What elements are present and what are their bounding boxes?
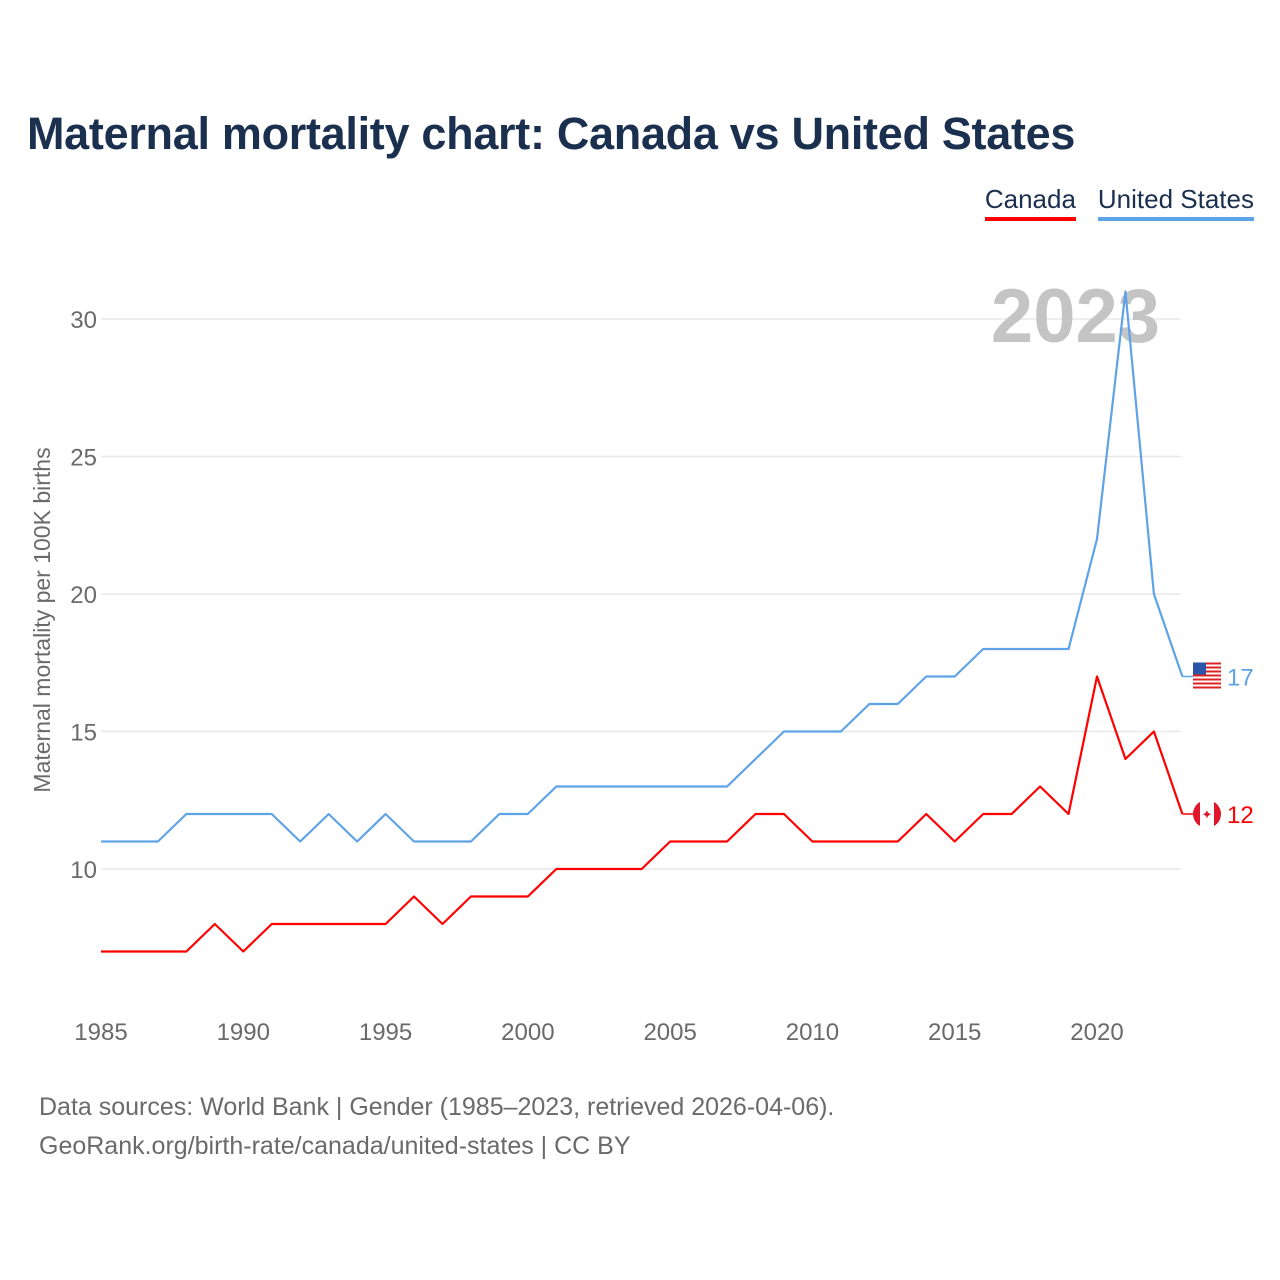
chart-title: Maternal mortality chart: Canada vs Unit… [27, 108, 1076, 159]
x-tick-label: 2005 [643, 1019, 696, 1046]
y-tick-label: 15 [70, 720, 97, 747]
us-flag-stripe [1193, 682, 1221, 685]
legend-united-states[interactable]: United States [1097, 184, 1254, 221]
us-flag-stripe [1193, 686, 1221, 689]
end-value-label: 12 [1227, 802, 1254, 829]
us-flag-stripe [1193, 662, 1221, 665]
data-source-note: Data sources: World Bank | Gender (1985–… [39, 1093, 835, 1121]
us-flag-canton [1193, 662, 1206, 675]
x-tick-label: 1990 [217, 1019, 270, 1046]
us-flag-stripe [1193, 666, 1221, 669]
series-line-united-states [101, 290, 1184, 843]
x-tick-label: 2000 [501, 1019, 554, 1046]
canada-flag-center [1200, 800, 1214, 828]
x-tick-label: 1995 [359, 1019, 412, 1046]
y-tick-label: 30 [70, 307, 97, 334]
source-link[interactable]: GeoRank.org/birth-rate/canada/united-sta… [39, 1132, 631, 1160]
us-flag-stripe [1193, 670, 1221, 673]
series-line-canada [101, 675, 1184, 953]
y-tick-label: 20 [70, 582, 97, 609]
maple-leaf-icon: ✦ [1202, 807, 1213, 822]
x-tick-label: 2015 [928, 1019, 981, 1046]
legend-canada[interactable]: Canada [984, 184, 1076, 221]
x-tick-label: 2010 [786, 1019, 839, 1046]
us-flag-stripe [1193, 678, 1221, 681]
us-flag-stripe [1193, 674, 1221, 677]
end-value-label: 17 [1227, 665, 1254, 692]
x-tick-label: 1985 [74, 1019, 127, 1046]
x-tick-label: 2020 [1070, 1019, 1123, 1046]
y-tick-label: 25 [70, 445, 97, 472]
year-watermark: 2023 [991, 274, 1160, 359]
y-tick-label: 10 [70, 857, 97, 884]
footer: Data sources: World Bank | Gender (1985–… [39, 1088, 834, 1166]
legend: Canada United States [984, 184, 1254, 221]
y-axis-label: Maternal mortality per 100K births [29, 447, 55, 792]
